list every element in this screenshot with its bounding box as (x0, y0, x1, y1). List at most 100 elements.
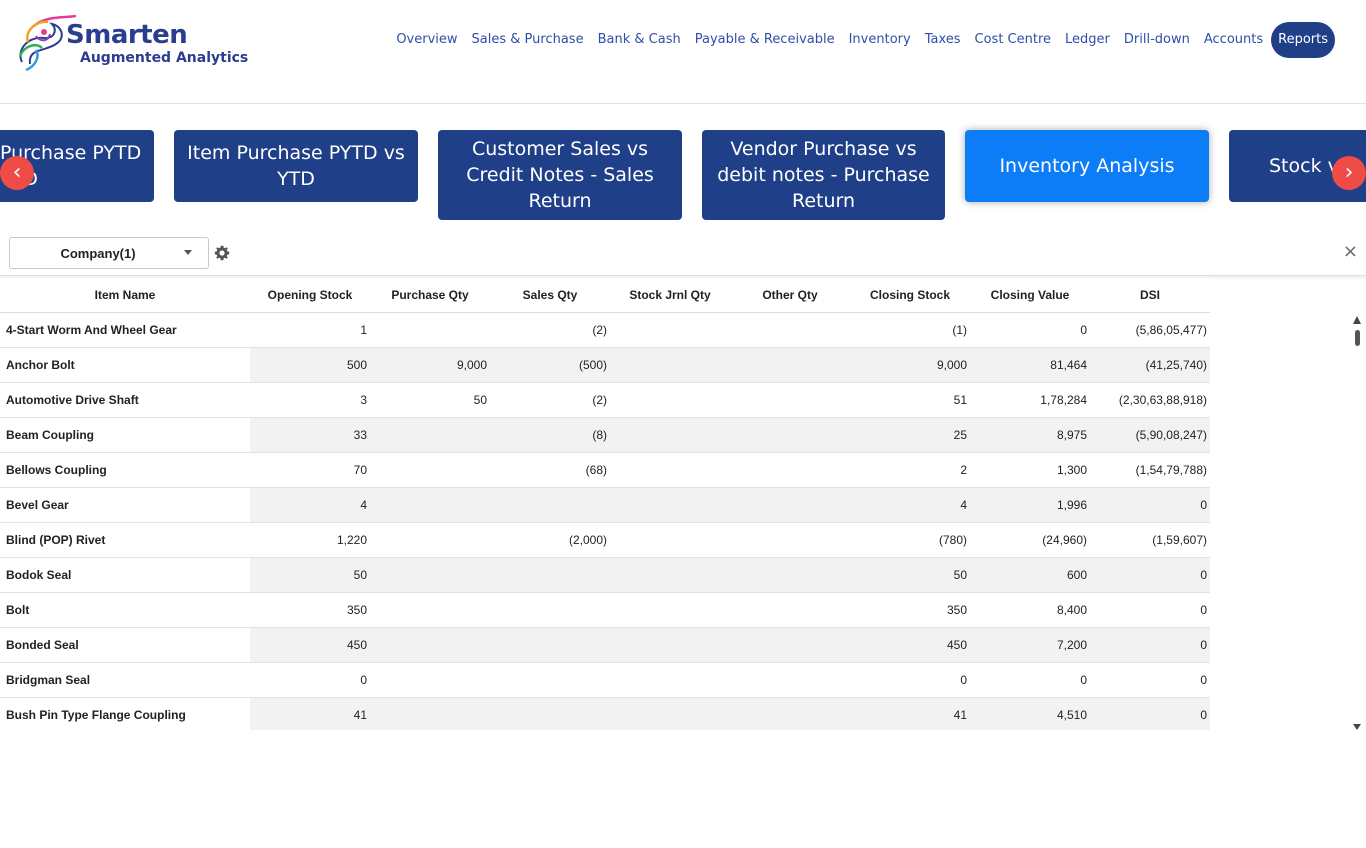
report-toolbar: Company(1) × (0, 234, 1366, 276)
report-card-inventory-analysis[interactable]: Inventory Analysis (965, 130, 1209, 202)
nav-cost-centre[interactable]: Cost Centre (974, 32, 1052, 47)
cell-purchase-qty (370, 312, 490, 348)
cell-opening-stock: 4 (250, 487, 370, 523)
table-row[interactable]: Bellows Coupling 70 (68) 2 1,300 (1,54,79,788… (0, 452, 1210, 488)
nav-accounts[interactable]: Accounts (1203, 32, 1264, 47)
report-card-customer-sales-vs-credit-notes[interactable]: Customer Sales vs Credit Notes - Sales R… (438, 130, 682, 220)
nav-overview[interactable]: Overview (396, 32, 458, 47)
cell-closing-value: (24,960) (970, 522, 1090, 558)
cell-sales-qty: (68) (490, 452, 610, 488)
cell-item-name: 4-Start Worm And Wheel Gear (0, 312, 250, 348)
cell-closing-value: 1,996 (970, 487, 1090, 523)
cell-opening-stock: 50 (250, 557, 370, 593)
report-card-vendor-purchase-vs-debit-notes[interactable]: Vendor Purchase vs debit notes - Purchas… (702, 130, 945, 220)
cell-closing-stock: (1) (850, 312, 970, 348)
cell-closing-stock: 9,000 (850, 347, 970, 383)
nav-payable-receivable[interactable]: Payable & Receivable (694, 32, 835, 47)
cell-closing-value: 81,464 (970, 347, 1090, 383)
nav-inventory[interactable]: Inventory (848, 32, 911, 47)
cell-item-name: Bellows Coupling (0, 452, 250, 488)
cell-item-name: Bodok Seal (0, 557, 250, 593)
cell-closing-value: 7,200 (970, 627, 1090, 663)
cell-dsi: 0 (1090, 662, 1210, 698)
cell-closing-value: 1,300 (970, 452, 1090, 488)
column-header-closing-stock[interactable]: Closing Stock (850, 278, 970, 313)
column-header-dsi[interactable]: DSI (1090, 278, 1210, 313)
cell-closing-stock: 350 (850, 592, 970, 628)
cell-closing-stock: 51 (850, 382, 970, 418)
cell-sales-qty (490, 697, 610, 730)
cell-closing-value: 0 (970, 662, 1090, 698)
cell-other-qty (730, 592, 850, 628)
cell-closing-stock: 450 (850, 627, 970, 663)
column-header-sales-qty[interactable]: Sales Qty (490, 278, 610, 313)
cell-sales-qty (490, 557, 610, 593)
table-row[interactable]: Bridgman Seal 0 0 0 0 (0, 662, 1210, 698)
report-card-label: Vendor Purchase vs debit notes - Purchas… (717, 138, 930, 212)
cell-item-name: Anchor Bolt (0, 347, 250, 383)
cell-dsi: 0 (1090, 487, 1210, 523)
table-scrollbar[interactable] (1351, 316, 1363, 732)
table-row[interactable]: Bevel Gear 4 4 1,996 0 (0, 487, 1210, 523)
company-filter-value: Company(1) (60, 246, 136, 261)
cell-purchase-qty (370, 522, 490, 558)
close-icon[interactable]: × (1342, 241, 1358, 262)
logo-mark-icon (18, 14, 76, 72)
cell-sales-qty (490, 592, 610, 628)
cell-dsi: 0 (1090, 557, 1210, 593)
cell-sales-qty (490, 627, 610, 663)
carousel-prev-button[interactable]: ‹ (0, 156, 34, 190)
column-header-item-name[interactable]: Item Name (0, 278, 250, 313)
scroll-thumb[interactable] (1355, 330, 1360, 346)
cell-opening-stock: 0 (250, 662, 370, 698)
report-card-purchase-pytd-vs-ytd[interactable]: Purchase PYTD YTD (0, 130, 154, 202)
cell-other-qty (730, 347, 850, 383)
cell-purchase-qty (370, 697, 490, 730)
column-header-purchase-qty[interactable]: Purchase Qty (370, 278, 490, 313)
table-row[interactable]: Bonded Seal 450 450 7,200 0 (0, 627, 1210, 663)
nav-ledger[interactable]: Ledger (1065, 32, 1110, 47)
cell-closing-value: 8,975 (970, 417, 1090, 453)
table-row[interactable]: Bush Pin Type Flange Coupling 41 41 4,510 0 (0, 697, 1210, 730)
cell-opening-stock: 450 (250, 627, 370, 663)
report-card-item-purchase-pytd-vs-ytd[interactable]: Item Purchase PYTD vs YTD (174, 130, 418, 202)
table-row[interactable]: Bodok Seal 50 50 600 0 (0, 557, 1210, 593)
cell-closing-stock: 41 (850, 697, 970, 730)
column-header-opening-stock[interactable]: Opening Stock (250, 278, 370, 313)
table-row[interactable]: Bolt 350 350 8,400 0 (0, 592, 1210, 628)
cell-sales-qty (490, 487, 610, 523)
cell-sales-qty: (500) (490, 347, 610, 383)
cell-other-qty (730, 312, 850, 348)
cell-closing-value: 8,400 (970, 592, 1090, 628)
column-header-stock-jrnl-qty[interactable]: Stock Jrnl Qty (610, 278, 730, 313)
gear-icon[interactable] (214, 245, 230, 261)
cell-item-name: Bush Pin Type Flange Coupling (0, 697, 250, 730)
report-card-label: Item Purchase PYTD vs YTD (187, 142, 405, 190)
cell-sales-qty: (2,000) (490, 522, 610, 558)
report-carousel: Purchase PYTD YTD Item Purchase PYTD vs … (0, 104, 1366, 234)
column-header-other-qty[interactable]: Other Qty (730, 278, 850, 313)
table-row[interactable]: Automotive Drive Shaft 3 50 (2) 51 1,78,284 (2… (0, 382, 1210, 418)
cell-purchase-qty: 9,000 (370, 347, 490, 383)
scroll-up-icon[interactable] (1353, 316, 1361, 324)
nav-drill-down[interactable]: Drill-down (1123, 32, 1190, 47)
chevron-left-icon: ‹ (12, 160, 22, 185)
cell-stock-jrnl-qty (610, 487, 730, 523)
cell-opening-stock: 3 (250, 382, 370, 418)
nav-bank-cash[interactable]: Bank & Cash (597, 32, 681, 47)
brand-logo[interactable]: Smarten Augmented Analytics (14, 12, 248, 74)
scroll-down-icon[interactable] (1353, 724, 1361, 730)
cell-purchase-qty (370, 592, 490, 628)
table-row[interactable]: Anchor Bolt 500 9,000 (500) 9,000 81,464 (41,2… (0, 347, 1210, 383)
company-filter-dropdown[interactable]: Company(1) (9, 237, 209, 269)
nav-reports[interactable]: Reports (1271, 22, 1335, 58)
table-row[interactable]: Beam Coupling 33 (8) 25 8,975 (5,90,08,247) (0, 417, 1210, 453)
nav-sales-purchase[interactable]: Sales & Purchase (471, 32, 584, 47)
column-header-closing-value[interactable]: Closing Value (970, 278, 1090, 313)
cell-other-qty (730, 627, 850, 663)
nav-taxes[interactable]: Taxes (924, 32, 961, 47)
carousel-next-button[interactable]: › (1332, 156, 1366, 190)
cell-stock-jrnl-qty (610, 452, 730, 488)
table-row[interactable]: 4-Start Worm And Wheel Gear 1 (2) (1) 0 (5,86… (0, 312, 1210, 348)
table-row[interactable]: Blind (POP) Rivet 1,220 (2,000) (780) (24,96… (0, 522, 1210, 558)
